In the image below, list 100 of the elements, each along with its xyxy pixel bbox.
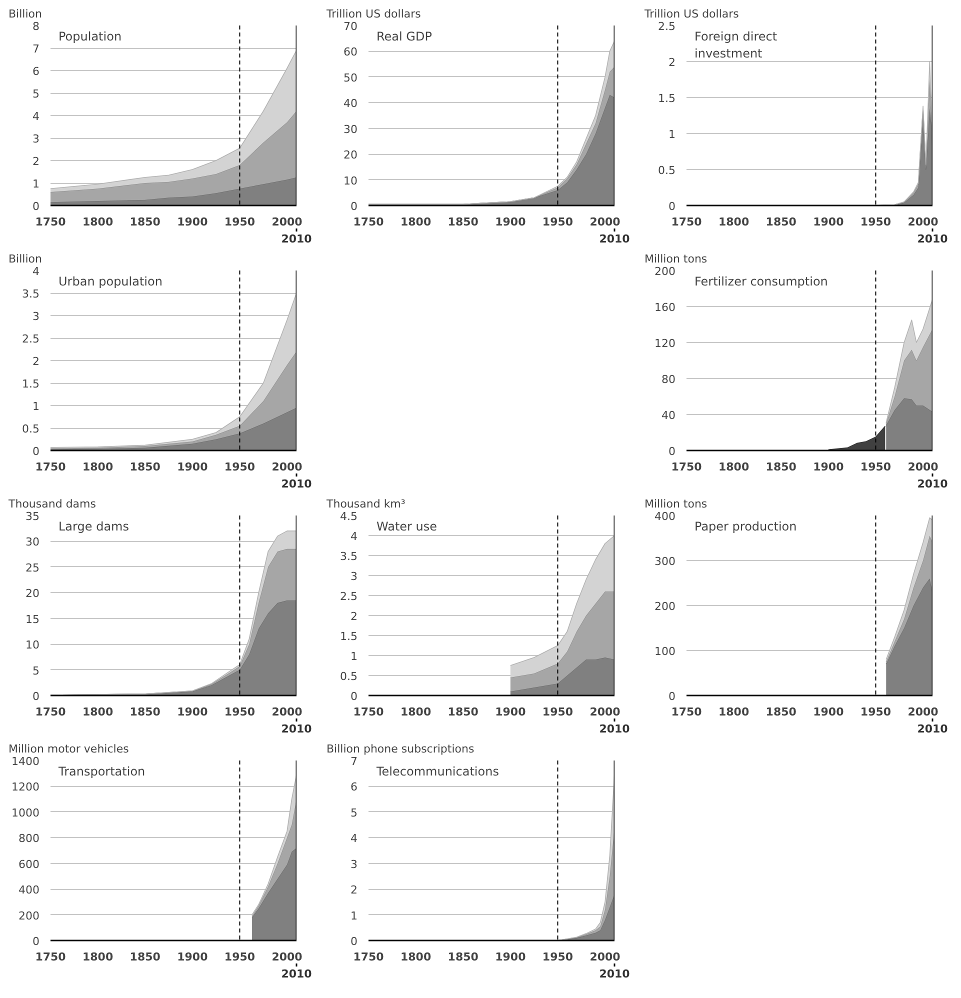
x-tick-label: 1750 bbox=[35, 706, 66, 718]
y-tick-label: 0.5 bbox=[22, 422, 40, 436]
text: 2010 bbox=[281, 722, 312, 736]
y-axis-title: Million tons bbox=[644, 252, 708, 266]
chart-title: Water use bbox=[376, 520, 438, 534]
x-tick-label: 1800 bbox=[400, 216, 432, 228]
y-tick-label: 30 bbox=[26, 536, 40, 549]
y-tick-label: 5 bbox=[32, 88, 40, 100]
y-tick-label: 1 bbox=[668, 128, 676, 141]
y-tick-label: 0 bbox=[668, 200, 676, 213]
x-tick-label: 1950 bbox=[860, 460, 892, 474]
y-tick-label: 40 bbox=[344, 97, 358, 110]
text: 2010 bbox=[281, 232, 312, 246]
y-tick-label: 0 bbox=[32, 445, 40, 458]
y-tick-label: 1400 bbox=[12, 755, 40, 768]
y-tick-label: 2 bbox=[32, 155, 40, 168]
y-tick-label: 0 bbox=[32, 690, 40, 703]
x-tick-label: 2000 bbox=[272, 216, 303, 228]
y-tick-label: 25 bbox=[26, 561, 40, 574]
y-tick-label: 2.5 bbox=[22, 332, 40, 346]
y-tick-label: 7 bbox=[32, 42, 40, 56]
text: 2010 bbox=[599, 722, 630, 736]
x-tick-label: 1850 bbox=[766, 460, 797, 474]
y-tick-label: 1000 bbox=[12, 806, 40, 820]
x-tick-label: 1800 bbox=[718, 216, 750, 228]
y-tick-label: 4 bbox=[350, 530, 358, 543]
x-tick-label: 1800 bbox=[400, 950, 432, 964]
x-tick-label: 1900 bbox=[177, 216, 208, 228]
text: 2010 bbox=[917, 232, 948, 246]
chart-title: Telecommunications bbox=[376, 764, 499, 778]
y-tick-label: 3 bbox=[32, 310, 40, 323]
y-tick-label: 50 bbox=[344, 71, 358, 84]
x-tick-label: 1750 bbox=[353, 950, 384, 964]
x-tick-label: 1950 bbox=[224, 706, 256, 718]
chart-title: Large dams bbox=[58, 520, 129, 534]
x-tick-label: 1850 bbox=[766, 706, 797, 718]
x-tick-label: 1900 bbox=[813, 216, 844, 228]
y-tick-label: 600 bbox=[18, 858, 40, 871]
x-tick-label: 1950 bbox=[542, 706, 574, 718]
x-tick-label: 1850 bbox=[448, 706, 479, 718]
x-tick-label: 1850 bbox=[130, 950, 161, 964]
x-tick-label: 1900 bbox=[495, 706, 526, 718]
x-tick-label: 1900 bbox=[813, 460, 844, 474]
y-tick-label: 2.5 bbox=[658, 20, 676, 33]
text: 2010 bbox=[917, 478, 948, 490]
y-tick-label: 3.5 bbox=[340, 550, 358, 563]
x-tick-label: 1850 bbox=[448, 950, 479, 964]
x-tick-label: 1850 bbox=[448, 216, 479, 228]
y-tick-label: 20 bbox=[344, 148, 358, 162]
x-tick-label: 1750 bbox=[353, 706, 384, 718]
x-tick-label: 2000 bbox=[908, 460, 939, 474]
y-axis-title: Billion bbox=[8, 8, 42, 20]
x-tick-label: 1900 bbox=[495, 950, 526, 964]
y-tick-label: 0 bbox=[350, 690, 358, 703]
y-axis-title: Million motor vehicles bbox=[8, 742, 130, 756]
y-tick-label: 0 bbox=[350, 935, 358, 948]
x-tick-label: 2000 bbox=[590, 950, 621, 964]
x-tick-label: 1950 bbox=[542, 950, 574, 964]
y-tick-label: 80 bbox=[662, 373, 676, 386]
x-tick-label: 1850 bbox=[130, 460, 161, 474]
y-tick-label: 1 bbox=[32, 400, 40, 413]
y-tick-label: 4 bbox=[350, 832, 358, 846]
y-tick-label: 1 bbox=[350, 650, 358, 663]
x-tick-label: 1800 bbox=[82, 460, 114, 474]
x-tick-label: 1950 bbox=[860, 706, 892, 718]
x-tick-label: 1800 bbox=[400, 706, 432, 718]
chart-title: Real GDP bbox=[376, 30, 432, 44]
chart-title: Population bbox=[58, 30, 122, 44]
x-tick-label: 1750 bbox=[35, 460, 66, 474]
x-tick-label: 1750 bbox=[35, 950, 66, 964]
x-tick-label: 2000 bbox=[908, 216, 939, 228]
x-tick-label: 1750 bbox=[35, 216, 66, 228]
y-tick-label: 2.5 bbox=[340, 590, 358, 603]
x-tick-label: 2000 bbox=[272, 706, 303, 718]
x-tick-label: 1800 bbox=[718, 706, 750, 718]
y-tick-label: 4 bbox=[32, 265, 40, 278]
y-tick-label: 200 bbox=[18, 909, 40, 922]
y-tick-label: 5 bbox=[32, 664, 40, 678]
x-tick-label: 1850 bbox=[130, 706, 161, 718]
y-tick-label: 60 bbox=[344, 46, 358, 59]
y-tick-label: 300 bbox=[654, 555, 676, 568]
x-tick-label: 1950 bbox=[224, 950, 256, 964]
y-tick-label: 1 bbox=[350, 909, 358, 922]
x-tick-label: 2000 bbox=[590, 216, 621, 228]
y-tick-label: 0 bbox=[350, 200, 358, 213]
x-tick-label: 1850 bbox=[766, 216, 797, 228]
text: 2010 bbox=[599, 232, 630, 246]
y-tick-label: 400 bbox=[18, 884, 40, 897]
x-tick-label: 1900 bbox=[177, 706, 208, 718]
x-tick-label: 1800 bbox=[718, 460, 750, 474]
text: 2010 bbox=[917, 722, 948, 736]
y-tick-label: 2 bbox=[32, 355, 40, 368]
y-tick-label: 10 bbox=[26, 638, 40, 652]
y-tick-label: 3 bbox=[32, 132, 40, 146]
y-tick-label: 3 bbox=[350, 570, 358, 583]
y-tick-label: 7 bbox=[350, 755, 358, 768]
y-tick-label: 0 bbox=[668, 690, 676, 703]
y-tick-label: 4.5 bbox=[340, 510, 358, 523]
y-tick-label: 5 bbox=[350, 806, 358, 820]
y-tick-label: 2 bbox=[350, 884, 358, 897]
